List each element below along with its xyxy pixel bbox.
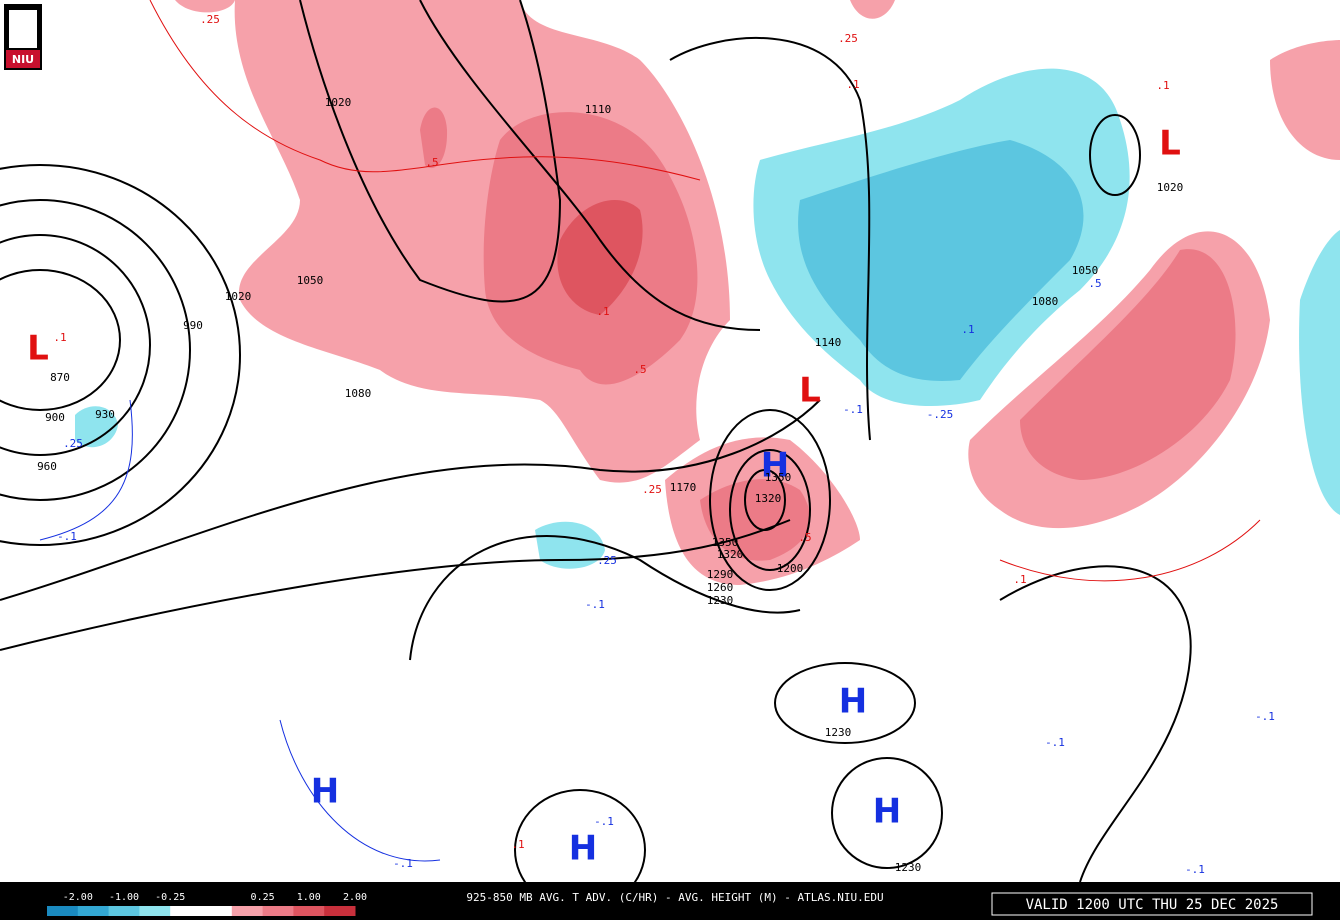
- advection-label: .1: [596, 305, 609, 318]
- advection-label: -.1: [393, 857, 413, 870]
- legend-label: -0.25: [155, 892, 185, 903]
- legend-swatch: [293, 906, 325, 916]
- advection-label: -.1: [585, 598, 605, 611]
- advection-label: .25: [63, 437, 83, 450]
- legend-swatch: [47, 906, 79, 916]
- advection-label: .25: [838, 32, 858, 45]
- legend-label: 0.25: [251, 892, 275, 903]
- advection-label: -.1: [57, 530, 77, 543]
- legend-label: 2.00: [343, 892, 367, 903]
- height-label-group: 1020 1110 1020 1050 990 870 900 930 960 …: [37, 96, 1183, 874]
- advection-label: .1: [1013, 573, 1026, 586]
- height-label: 1020: [325, 96, 352, 109]
- height-label: 960: [37, 460, 57, 473]
- legend-swatch: [201, 906, 233, 916]
- advection-label: .25: [642, 483, 662, 496]
- height-label: 1080: [1032, 295, 1059, 308]
- advection-label: .5: [798, 531, 811, 544]
- height-label: 1080: [345, 387, 372, 400]
- height-label: 1050: [297, 274, 324, 287]
- low-center: L: [27, 329, 49, 369]
- logo: NIU: [4, 4, 42, 70]
- warm-advection-max: [557, 200, 643, 315]
- height-label: 1230: [825, 726, 852, 739]
- low-center: L: [1159, 124, 1181, 164]
- valid-box: [991, 892, 1313, 916]
- height-label: 1140: [815, 336, 842, 349]
- high-center: H: [761, 446, 789, 486]
- advection-label: -.1: [1045, 736, 1065, 749]
- height-label: 1350: [765, 471, 792, 484]
- advection-label: -.25: [927, 408, 954, 421]
- advection-label: .5: [425, 156, 438, 169]
- height-label: 900: [45, 411, 65, 424]
- legend-swatch: [231, 906, 264, 916]
- height-contours: [0, 0, 1192, 911]
- height-label: 1020: [1157, 181, 1184, 194]
- height-label: 1290: [707, 568, 734, 581]
- legend-swatch: [108, 906, 140, 916]
- high-center: H: [569, 829, 597, 869]
- advection-label: -.1: [1255, 710, 1275, 723]
- legend-swatch: [262, 906, 294, 916]
- advection-contours: [39, 0, 1261, 862]
- valid-time: VALID 1200 UTC THU 25 DEC 2025: [1026, 897, 1279, 913]
- height-label: 1260: [707, 581, 734, 594]
- legend-swatch: [139, 906, 171, 916]
- advection-label: -.1: [594, 815, 614, 828]
- height-label: 930: [95, 408, 115, 421]
- advection-label: .1: [961, 323, 974, 336]
- logo-text: NIU: [12, 53, 34, 66]
- height-label: 1200: [777, 562, 804, 575]
- high-center: H: [839, 682, 867, 722]
- advection-label: .1: [846, 78, 859, 91]
- legend-label: -2.00: [63, 892, 93, 903]
- advection-label: .25: [200, 13, 220, 26]
- height-label: 1320: [755, 492, 782, 505]
- height-label: 1230: [895, 861, 922, 874]
- low-center: L: [799, 371, 821, 411]
- legend: -2.00 -1.00 -0.25 0.25 1.00 2.00: [47, 892, 367, 916]
- advection-label: -.1: [843, 403, 863, 416]
- high-center: H: [311, 772, 339, 812]
- advection-label: .1: [511, 838, 524, 851]
- advection-label: -.1: [1185, 863, 1205, 876]
- height-label: 870: [50, 371, 70, 384]
- legend-swatch: [77, 906, 110, 916]
- footer-title: 925-850 MB AVG. T ADV. (C/HR) - AVG. HEI…: [466, 891, 883, 904]
- advection-label: .25: [597, 554, 617, 567]
- height-label: 1230: [707, 594, 734, 607]
- advection-label: .1: [1156, 79, 1169, 92]
- legend-swatch: [324, 906, 356, 916]
- legend-swatch: [170, 906, 202, 916]
- high-center: H: [873, 792, 901, 832]
- advection-label: .5: [633, 363, 646, 376]
- legend-label: 1.00: [297, 892, 321, 903]
- height-label: 1050: [1072, 264, 1099, 277]
- height-label: 1320: [717, 548, 744, 561]
- legend-label: -1.00: [109, 892, 139, 903]
- height-label: 1350: [712, 536, 739, 549]
- advection-label: .5: [1088, 277, 1101, 290]
- height-label: 1020: [225, 290, 252, 303]
- height-label: 1110: [585, 103, 612, 116]
- height-label: 1170: [670, 481, 697, 494]
- height-label: 990: [183, 319, 203, 332]
- advection-label: .1: [53, 331, 66, 344]
- advection-label-group: .25 .25 .1 .1 .5 .1 .1 .5 .25 .5 .25 -.1…: [53, 13, 1275, 876]
